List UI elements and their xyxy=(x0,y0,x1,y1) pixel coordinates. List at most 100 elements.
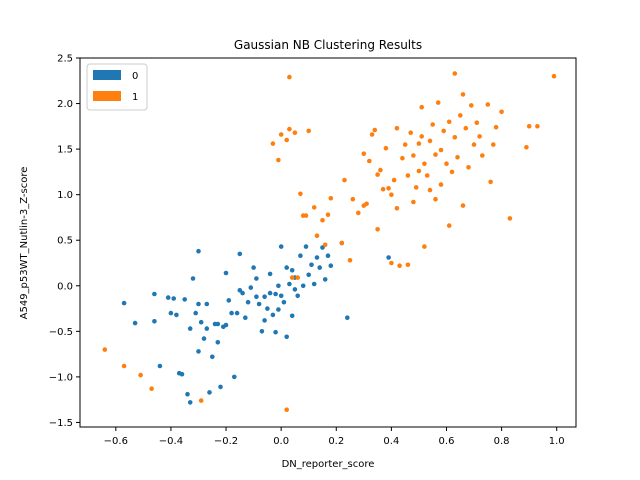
point-cluster-1-90 xyxy=(488,179,493,185)
point-cluster-0-12 xyxy=(185,391,190,397)
x-tick-label: 1.0 xyxy=(549,436,565,447)
point-cluster-0-51 xyxy=(267,271,273,277)
point-cluster-0-17 xyxy=(196,248,201,254)
point-cluster-1-65 xyxy=(430,122,436,127)
legend: 0 1 xyxy=(86,63,148,111)
point-cluster-0-62 xyxy=(284,334,290,340)
point-cluster-0-57 xyxy=(276,307,281,312)
point-cluster-1-76 xyxy=(452,135,458,140)
point-cluster-0-28 xyxy=(215,340,221,345)
point-cluster-1-87 xyxy=(477,134,482,139)
point-cluster-1-60 xyxy=(422,161,427,166)
point-cluster-1-73 xyxy=(446,119,452,125)
point-cluster-0-34 xyxy=(229,310,234,316)
point-cluster-0-10 xyxy=(179,371,185,377)
point-cluster-1-41 xyxy=(386,186,391,191)
point-cluster-1-47 xyxy=(397,263,402,269)
point-cluster-0-60 xyxy=(281,299,287,305)
point-cluster-0-11 xyxy=(182,297,187,302)
point-cluster-0-14 xyxy=(187,326,193,331)
plot-points xyxy=(102,71,557,413)
point-cluster-1-58 xyxy=(419,134,425,139)
point-cluster-1-12 xyxy=(292,130,298,135)
point-cluster-1-50 xyxy=(405,173,411,178)
point-cluster-0-44 xyxy=(254,294,259,300)
point-cluster-1-38 xyxy=(378,167,383,173)
point-cluster-1-2 xyxy=(138,372,143,378)
point-cluster-1-78 xyxy=(455,155,460,160)
point-cluster-1-91 xyxy=(491,142,496,147)
point-cluster-0-76 xyxy=(317,265,323,270)
point-cluster-1-66 xyxy=(433,152,438,157)
point-cluster-0-42 xyxy=(248,285,254,290)
point-cluster-1-93 xyxy=(499,109,504,115)
point-cluster-1-63 xyxy=(427,138,433,144)
point-cluster-0-41 xyxy=(245,299,251,305)
point-cluster-0-73 xyxy=(309,262,314,268)
point-cluster-1-20 xyxy=(314,233,320,238)
point-cluster-1-69 xyxy=(438,147,444,153)
chart-title: Gaussian NB Clustering Results xyxy=(234,38,422,52)
point-cluster-0-37 xyxy=(237,251,243,257)
point-cluster-1-62 xyxy=(424,173,430,178)
x-tick-label: 0.4 xyxy=(383,436,399,447)
point-cluster-0-7 xyxy=(171,296,176,301)
point-cluster-1-54 xyxy=(411,199,416,205)
point-cluster-1-25 xyxy=(339,240,345,246)
point-cluster-0-61 xyxy=(284,265,290,270)
point-cluster-1-19 xyxy=(311,205,317,210)
point-cluster-1-44 xyxy=(391,177,397,183)
point-cluster-1-46 xyxy=(394,206,400,211)
point-cluster-1-29 xyxy=(356,210,361,216)
point-cluster-0-22 xyxy=(204,301,210,307)
point-cluster-0-5 xyxy=(165,295,171,300)
y-tick-label: −1.5 xyxy=(49,418,73,429)
point-cluster-1-45 xyxy=(394,125,400,131)
point-cluster-0-36 xyxy=(234,310,240,316)
point-cluster-0-15 xyxy=(190,276,196,281)
point-cluster-0-78 xyxy=(322,277,328,282)
point-cluster-1-42 xyxy=(389,192,394,197)
point-cluster-0-1 xyxy=(132,320,138,326)
point-cluster-1-13 xyxy=(289,275,295,280)
point-cluster-0-64 xyxy=(289,313,295,319)
y-tick-label: −0.5 xyxy=(49,327,73,338)
x-tick-label: −0.6 xyxy=(104,436,128,447)
y-axis-label: A549_p53WT_Nutlin-3_Z-score xyxy=(19,167,30,320)
y-tick-label: 0.0 xyxy=(57,281,73,292)
point-cluster-1-74 xyxy=(446,223,452,228)
point-cluster-0-59 xyxy=(278,293,284,299)
legend-swatch-1 xyxy=(93,91,121,101)
point-cluster-1-3 xyxy=(149,386,154,392)
point-cluster-0-43 xyxy=(251,265,256,270)
point-cluster-1-64 xyxy=(427,187,433,193)
point-cluster-1-61 xyxy=(422,244,427,249)
point-cluster-1-92 xyxy=(493,124,499,130)
point-cluster-0-56 xyxy=(276,283,281,289)
point-cluster-1-14 xyxy=(295,275,301,280)
point-cluster-0-2 xyxy=(152,291,157,297)
point-cluster-0-4 xyxy=(157,363,163,369)
point-cluster-1-4 xyxy=(198,398,204,403)
point-cluster-1-84 xyxy=(469,103,474,108)
point-cluster-1-81 xyxy=(460,203,466,208)
point-cluster-0-32 xyxy=(223,270,229,276)
point-cluster-1-97 xyxy=(535,124,540,129)
point-cluster-0-47 xyxy=(259,329,265,334)
point-cluster-0-6 xyxy=(168,310,174,316)
point-cluster-1-43 xyxy=(389,260,394,266)
point-cluster-0-50 xyxy=(265,306,270,311)
point-cluster-0-25 xyxy=(210,354,215,360)
point-cluster-1-6 xyxy=(276,157,281,163)
point-cluster-1-21 xyxy=(320,217,325,223)
point-cluster-0-46 xyxy=(256,301,262,307)
point-cluster-1-55 xyxy=(413,185,419,190)
point-cluster-1-0 xyxy=(102,347,108,352)
legend-label-0: 0 xyxy=(132,71,138,82)
point-cluster-0-39 xyxy=(240,290,245,296)
point-cluster-1-98 xyxy=(551,73,557,79)
point-cluster-0-29 xyxy=(218,384,223,390)
point-cluster-1-8 xyxy=(284,137,290,143)
point-cluster-1-95 xyxy=(524,145,529,150)
